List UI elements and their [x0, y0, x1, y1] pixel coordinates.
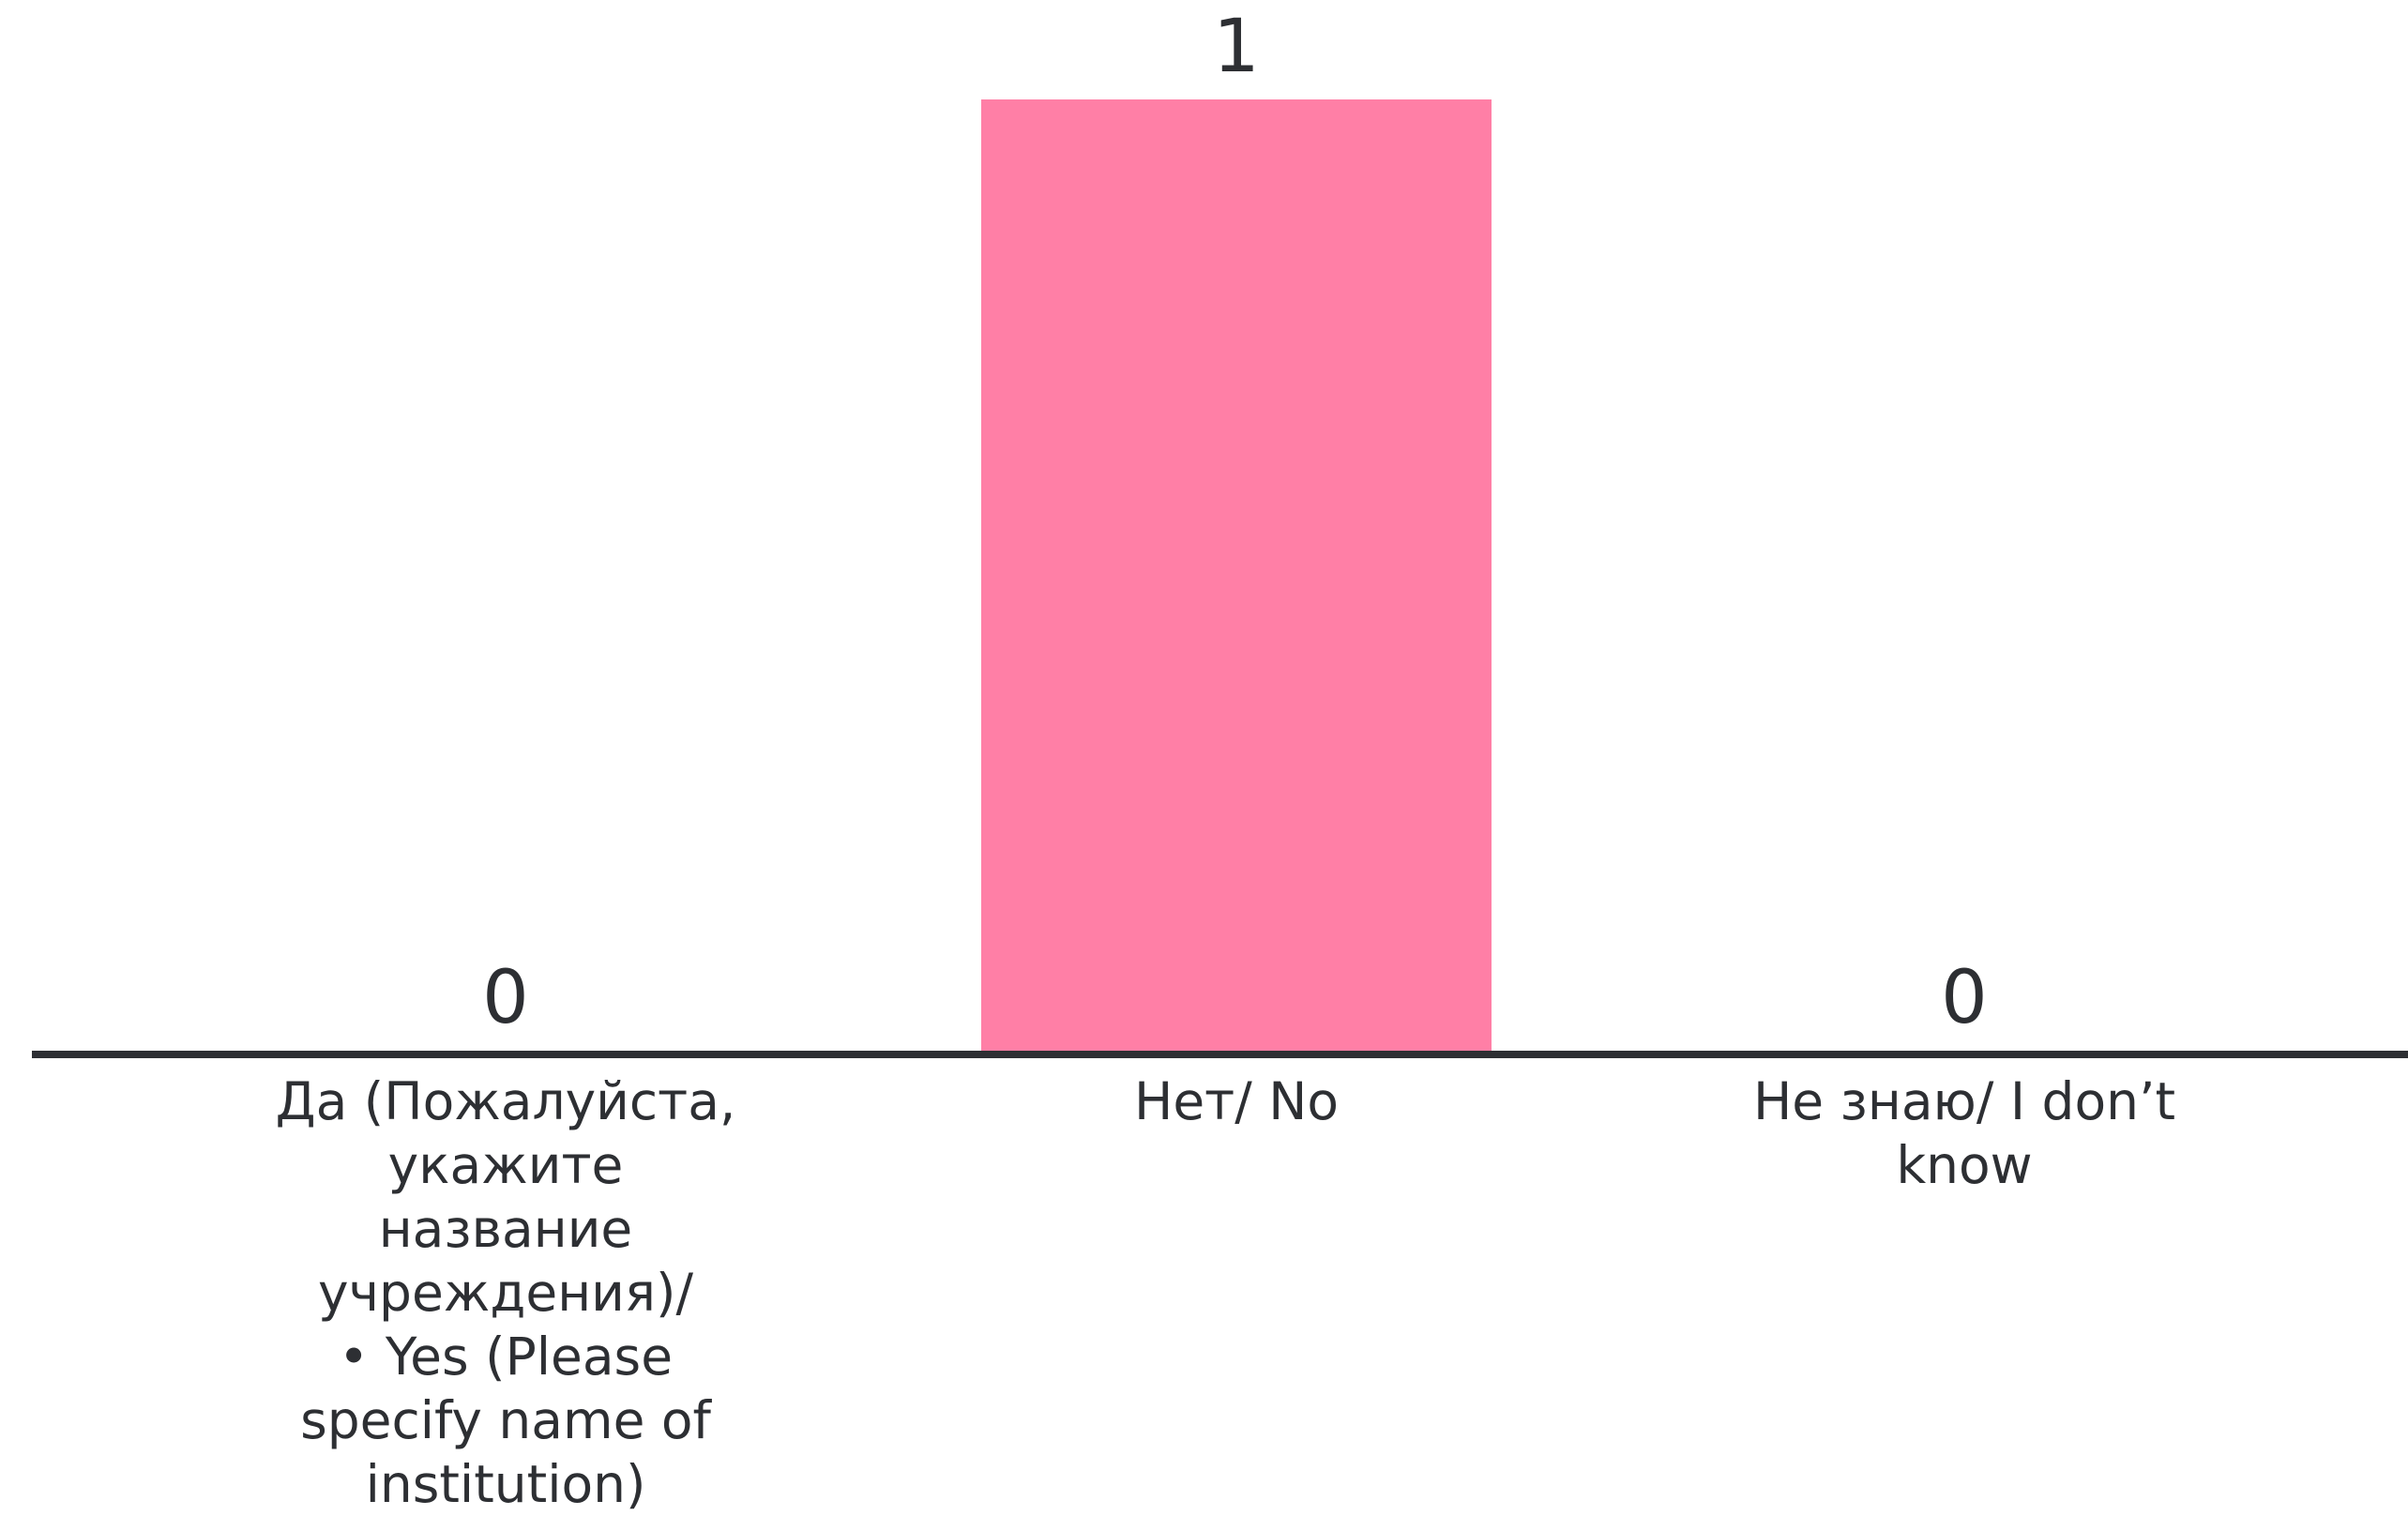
- category-label-1: Нет/ No: [1002, 1069, 1471, 1133]
- category-label-0-line-0: Да (Пожалуйста,: [275, 1071, 736, 1131]
- data-label-1: 1: [1213, 5, 1260, 89]
- category-label-0-line-3: учреждения)/: [318, 1263, 693, 1323]
- category-label-2: Не знаю/ I don’t know: [1730, 1069, 2199, 1197]
- category-label-0: Да (Пожалуйста, укажите название учреждения…: [271, 1069, 740, 1516]
- data-label-0: 0: [482, 956, 529, 1040]
- category-label-2-line-0: Не знаю/ I don’t: [1752, 1071, 2176, 1131]
- data-label-2: 0: [1941, 956, 1988, 1040]
- category-label-0-line-1: укажите: [387, 1135, 624, 1195]
- category-label-0-line-4: • Yes (Please: [338, 1326, 674, 1387]
- category-label-1-line-0: Нет/ No: [1133, 1071, 1340, 1131]
- category-label-0-line-5: specify name of: [300, 1390, 711, 1450]
- category-label-2-line-1: know: [1896, 1135, 2033, 1195]
- category-label-0-line-2: название: [378, 1199, 633, 1259]
- category-label-0-line-6: institution): [365, 1454, 646, 1514]
- bar-1: [981, 99, 1492, 1054]
